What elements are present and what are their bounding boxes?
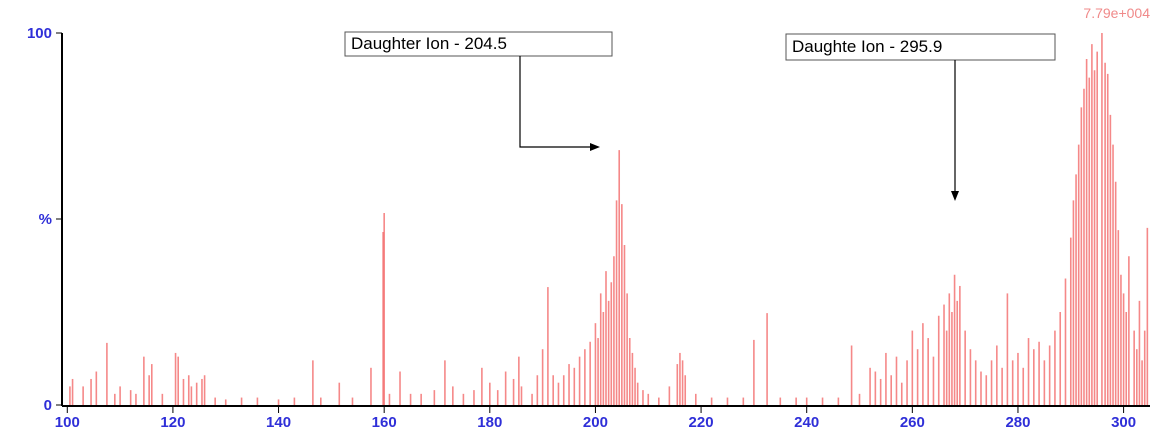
arrow — [519, 56, 594, 148]
annotation-text: Daughte Ion - 295.9 — [792, 37, 942, 56]
annotation-1: Daughter Ion - 204.5 — [344, 31, 613, 151]
annotation-box — [785, 33, 1056, 61]
y-tick-label: 100 — [27, 25, 52, 42]
x-tick-label: 100 — [55, 414, 80, 431]
y-tick-label: % — [39, 211, 52, 228]
x-tick-label: 260 — [900, 414, 925, 431]
annotation-box — [344, 31, 613, 57]
annotation-text: Daughter Ion - 204.5 — [351, 34, 507, 53]
x-tick-label: 220 — [689, 414, 714, 431]
plot: 100 120 140 160 180 200 220 240 260 280 300 0% 100 — [27, 25, 1150, 431]
x-tick-label: 120 — [160, 414, 185, 431]
x-tick-label: 300 — [1111, 414, 1136, 431]
x-tick-label: 200 — [583, 414, 608, 431]
x-tick-label: 160 — [372, 414, 397, 431]
annotation-2: Daughte Ion - 295.9 — [785, 33, 1056, 201]
intensity-label: 7.79e+004 — [1083, 5, 1150, 21]
y-tick-label: 0 — [44, 397, 52, 414]
x-tick-label: 280 — [1005, 414, 1030, 431]
x-tick-label: 240 — [794, 414, 819, 431]
arrow-head — [951, 191, 959, 201]
arrow-head — [590, 143, 600, 151]
x-tick-label: 180 — [477, 414, 502, 431]
x-tick-label: 140 — [266, 414, 291, 431]
